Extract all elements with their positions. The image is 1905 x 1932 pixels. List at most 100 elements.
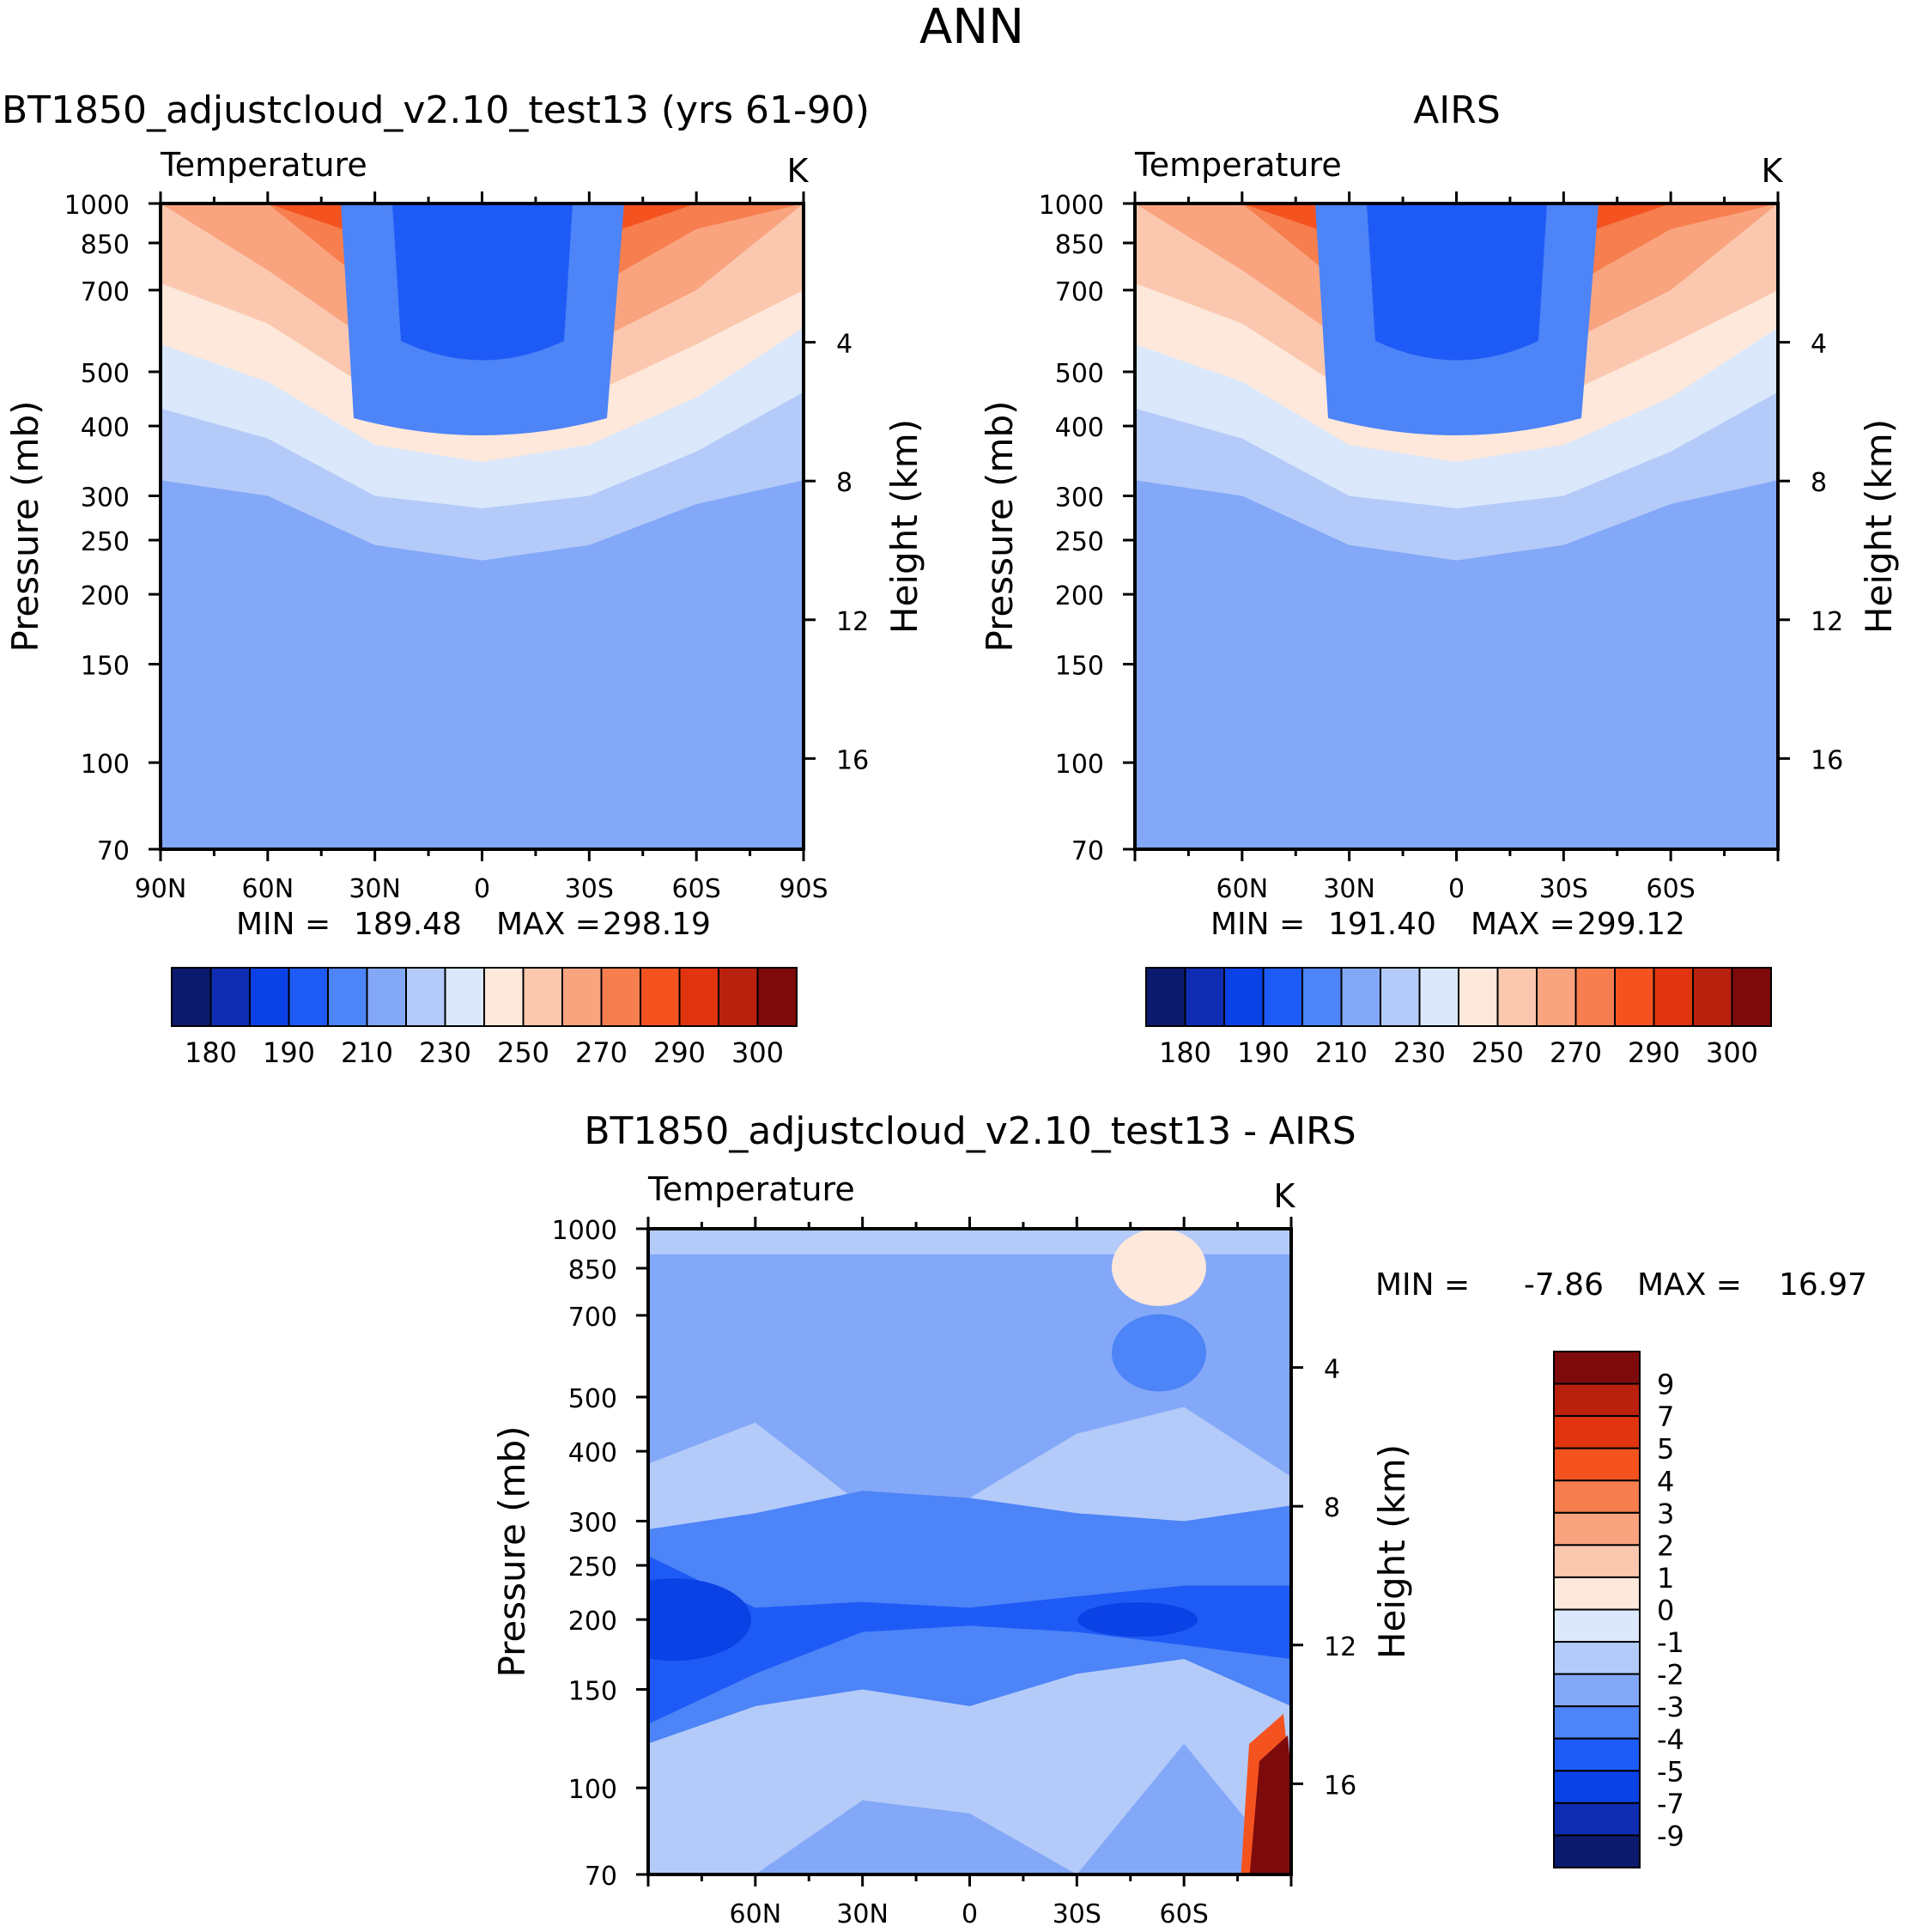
obs-xtick-label: 0 (1448, 874, 1465, 904)
diff-colorbar-cell (1553, 1834, 1641, 1868)
diff-xtick-label: 60N (730, 1899, 782, 1929)
diff-colorbar-cell (1553, 1737, 1641, 1772)
obs-colorbar-cell (1692, 967, 1733, 1027)
obs-ytick-label: 300 (1055, 483, 1104, 513)
obs-colorbar: 180 190 210 230 250 270 290 300 (1145, 967, 1772, 1069)
model-xtick-label: 0 (474, 874, 490, 904)
obs-xtick-label: 30N (1323, 874, 1375, 904)
diff-max-value: 16.97 (1779, 1267, 1867, 1303)
obs-xtick-label: 30S (1539, 874, 1588, 904)
panel-model: BT1850_adjustcloud_v2.10_test13 (yrs 61-… (2, 88, 925, 1069)
model-colorbar: 180 190 210 230 250 270 290 300 (171, 967, 798, 1069)
diff-colorbar-label: -9 (1657, 1820, 1684, 1852)
diff-colorbar-label: -3 (1657, 1691, 1684, 1723)
diff-height-tick-label: 16 (1324, 1771, 1356, 1801)
model-ytick-label: 400 (81, 413, 130, 443)
obs-colorbar-label: 290 (1628, 1036, 1680, 1069)
diff-colorbar-cell (1553, 1608, 1641, 1643)
obs-colorbar-cell (1145, 967, 1186, 1027)
model-colorbar-cell (756, 967, 798, 1027)
obs-colorbar-cell (1380, 967, 1421, 1027)
diff-ytick-label: 100 (568, 1775, 617, 1805)
diff-colorbar-cell (1553, 1641, 1641, 1675)
diff-colorbar-label: -5 (1657, 1755, 1684, 1788)
model-colorbar-label: 180 (185, 1036, 237, 1069)
diff-xtick-label: 30S (1053, 1899, 1101, 1929)
obs-title: AIRS (1413, 88, 1501, 132)
diff-ytick-label: 700 (568, 1303, 617, 1333)
obs-height-tick-label: 8 (1811, 468, 1827, 498)
model-ytick-label: 250 (81, 527, 130, 557)
model-xtick-label: 90N (135, 874, 187, 904)
model-contour-field (161, 204, 804, 849)
obs-max-value: 299.12 (1577, 907, 1685, 942)
diff-ylabel: Pressure (mb) (491, 1425, 533, 1677)
diff-colorbar-cell (1553, 1415, 1641, 1449)
diff-colorbar-cell (1553, 1447, 1641, 1482)
obs-height-tick-label: 16 (1811, 745, 1843, 775)
diff-contour-field (648, 1229, 1291, 1874)
diff-colorbar-label: -4 (1657, 1723, 1684, 1756)
model-max-value: 298.19 (603, 907, 711, 942)
diff-colorbar-label: 2 (1657, 1529, 1674, 1562)
panel-diff: BT1850_adjustcloud_v2.10_test13 - AIRS T… (491, 1109, 1867, 1929)
diff-colorbar-cell (1553, 1673, 1641, 1708)
diff-right-axis-label: Height (km) (1371, 1444, 1413, 1659)
obs-max-label: MAX = (1471, 907, 1575, 942)
model-colorbar-cell (366, 967, 407, 1027)
diff-colorbar-cell (1553, 1351, 1641, 1385)
obs-contour-field (1135, 204, 1778, 849)
diff-ytick-label: 850 (568, 1255, 617, 1285)
diff-colorbar-label: 7 (1657, 1400, 1674, 1433)
diff-colorbar-cell (1553, 1801, 1641, 1837)
model-title: BT1850_adjustcloud_v2.10_test13 (yrs 61-… (2, 88, 870, 132)
obs-ylabel: Pressure (mb) (979, 400, 1021, 652)
model-colorbar-cell (600, 967, 641, 1027)
model-colorbar-cell (522, 967, 563, 1027)
diff-min-value: -7.86 (1524, 1267, 1604, 1303)
obs-ytick-label: 400 (1055, 413, 1104, 443)
obs-min-value: 191.40 (1328, 907, 1436, 942)
obs-ytick-label: 1000 (1039, 191, 1104, 221)
diff-colorbar-label: -1 (1657, 1626, 1684, 1659)
diff-colorbar-cell (1553, 1576, 1641, 1611)
diff-colorbar-cell (1553, 1705, 1641, 1740)
diff-colorbar-cell (1553, 1382, 1641, 1418)
model-ytick-label: 200 (81, 581, 130, 611)
model-colorbar-label: 290 (653, 1036, 706, 1069)
model-colorbar-cell (327, 967, 368, 1027)
obs-colorbar-label: 270 (1550, 1036, 1602, 1069)
model-colorbar-label: 230 (419, 1036, 471, 1069)
obs-colorbar-cell (1496, 967, 1538, 1027)
obs-ytick-label: 100 (1055, 750, 1104, 780)
model-colorbar-cell (483, 967, 525, 1027)
obs-colorbar-label: 210 (1315, 1036, 1368, 1069)
diff-band (648, 1555, 1291, 1724)
obs-ytick-label: 250 (1055, 527, 1104, 557)
diff-left-string: Temperature (647, 1170, 855, 1208)
model-xtick-label: 60S (672, 874, 721, 904)
model-ylabel: Pressure (mb) (4, 400, 46, 652)
model-min-value: 189.48 (354, 907, 462, 942)
diff-colorbar-cell (1553, 1479, 1641, 1514)
obs-colorbar-cell (1731, 967, 1772, 1027)
obs-ytick-label: 500 (1055, 359, 1104, 389)
diff-ytick-label: 150 (568, 1676, 617, 1706)
obs-min-label: MIN = (1210, 907, 1305, 942)
diff-ytick-label: 400 (568, 1438, 617, 1468)
model-height-tick-label: 8 (836, 468, 852, 498)
model-ytick-label: 500 (81, 359, 130, 389)
diff-colorbar-label: 1 (1657, 1562, 1674, 1595)
diff-ytick-label: 500 (568, 1384, 617, 1414)
obs-left-string: Temperature (1134, 146, 1342, 184)
diff-height-tick-label: 12 (1324, 1632, 1356, 1662)
model-ytick-label: 700 (81, 277, 130, 307)
obs-units: K (1762, 152, 1784, 190)
obs-axis-ticks: 70 100 150 200 250 300 400 500 700 850 1000 16 12 8 4 6… (1039, 191, 1844, 904)
obs-colorbar-cell (1262, 967, 1303, 1027)
model-colorbar-cell (249, 967, 290, 1027)
obs-right-axis-label: Height (km) (1858, 419, 1900, 634)
model-ytick-label: 300 (81, 483, 130, 513)
obs-colorbar-label: 180 (1159, 1036, 1211, 1069)
